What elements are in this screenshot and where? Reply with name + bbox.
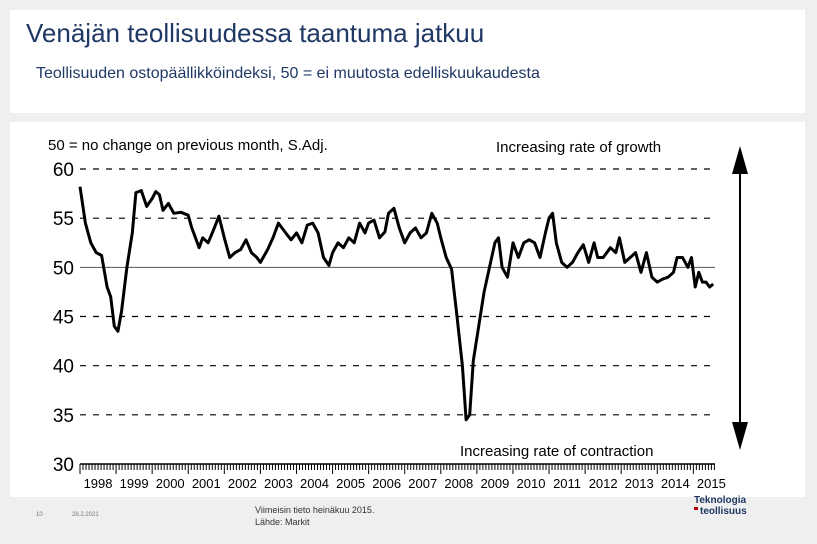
y-tick-label: 50 — [53, 258, 74, 279]
source-line-latest: Viimeisin tieto heinäkuu 2015. — [255, 505, 375, 515]
page-number: 10 — [36, 512, 43, 518]
x-tick-label: 2014 — [661, 476, 690, 491]
x-tick-label: 2012 — [589, 476, 618, 491]
header-panel — [10, 10, 805, 113]
x-tick-label: 1999 — [120, 476, 149, 491]
page-subtitle: Teollisuuden ostopäällikköindeksi, 50 = … — [36, 65, 540, 82]
x-tick-label: 2011 — [553, 476, 581, 491]
teknologiateollisuus-logo: Teknologia teollisuus — [694, 495, 784, 523]
chart-note: 50 = no change on previous month, S.Adj. — [48, 137, 328, 154]
x-tick-label: 2005 — [336, 476, 365, 491]
y-tick-label: 45 — [53, 308, 74, 329]
page-title: Venäjän teollisuudessa taantuma jatkuu — [26, 18, 485, 48]
y-tick-label: 55 — [53, 209, 74, 230]
x-tick-label: 2004 — [300, 476, 329, 491]
chart-panel: 60 55 50 45 40 35 30 1998 1999 2000 2001 2002 2003 2… — [10, 122, 805, 497]
logo-line2: teollisuus — [700, 506, 747, 517]
x-tick-label: 2007 — [408, 476, 437, 491]
x-tick-label: 1998 — [84, 476, 113, 491]
source-note: Viimeisin tieto heinäkuu 2015. Lähde: Ma… — [255, 504, 374, 528]
x-tick-label: 2008 — [444, 476, 473, 491]
pmi-line-chart: 60 55 50 45 40 35 30 1998 1999 2000 2001 2002 2003 2… — [48, 137, 748, 491]
x-tick-label: 2000 — [156, 476, 185, 491]
x-tick-label: 2006 — [372, 476, 401, 491]
y-tick-label: 30 — [53, 455, 74, 476]
footer-date: 28.2.2021 — [72, 512, 99, 518]
x-tick-label: 2010 — [517, 476, 546, 491]
y-tick-label: 60 — [53, 160, 74, 181]
x-tick-label: 2001 — [192, 476, 221, 491]
x-tick-label: 2002 — [228, 476, 257, 491]
bottom-annotation: Increasing rate of contraction — [460, 443, 653, 460]
x-tick-label: 2015 — [697, 476, 726, 491]
x-tick-label: 2003 — [264, 476, 293, 491]
logo-red-mark — [694, 507, 698, 510]
top-annotation: Increasing rate of growth — [496, 139, 661, 156]
growth-contraction-arrow — [732, 146, 748, 450]
y-tick-label: 40 — [53, 357, 74, 378]
x-tick-label: 2009 — [480, 476, 509, 491]
x-tick-label: 2013 — [625, 476, 654, 491]
logo-line1: Teknologia — [694, 495, 747, 506]
source-line-markit: Lähde: Markit — [255, 517, 310, 527]
series-line — [78, 186, 715, 422]
y-tick-label: 35 — [53, 406, 74, 427]
